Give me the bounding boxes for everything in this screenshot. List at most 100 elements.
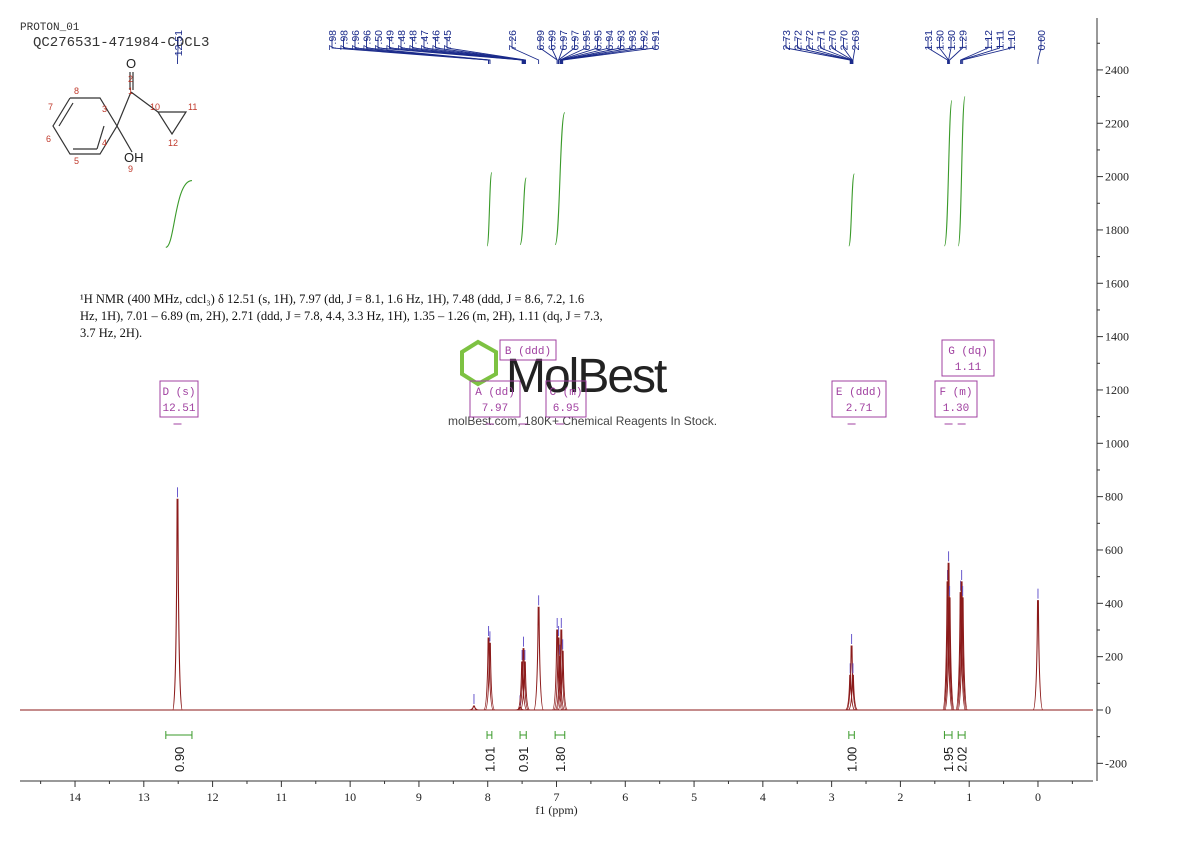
spectrum-peak bbox=[553, 637, 564, 711]
x-tick-label: 11 bbox=[276, 790, 288, 804]
peak-shift-label: 2.70 bbox=[839, 30, 851, 51]
spectrum-peak bbox=[484, 642, 496, 711]
multiplet-box bbox=[159, 380, 199, 418]
cyclopropyl-ring bbox=[156, 111, 188, 136]
atom-number: 7 bbox=[48, 102, 53, 112]
x-tick-label: 9 bbox=[416, 790, 422, 804]
peak-label-connector bbox=[343, 38, 489, 64]
spectrum-peak bbox=[469, 705, 479, 711]
multiplet-box bbox=[941, 339, 995, 377]
peak-shift-label: 6.97 bbox=[570, 30, 582, 51]
x-tick-label: 2 bbox=[897, 790, 903, 804]
nmr-description-line3: 3.7 Hz, 2H). bbox=[80, 326, 142, 340]
peak-shift-label: 7.47 bbox=[419, 30, 431, 51]
spectrum-peak bbox=[957, 597, 969, 711]
spectrum-peak bbox=[172, 498, 183, 711]
y-tick-label: 1200 bbox=[1105, 383, 1129, 397]
peak-shift-label: 2.71 bbox=[816, 30, 828, 51]
ketone-bond bbox=[116, 91, 132, 127]
spectrum-peak bbox=[555, 629, 567, 711]
atom-number: 8 bbox=[74, 86, 79, 96]
spectrum-peak bbox=[847, 674, 859, 711]
integral-value: 1.00 bbox=[845, 747, 860, 772]
peak-shift-label: 12.51 bbox=[173, 30, 185, 56]
multiplet-label: F (m) bbox=[939, 387, 972, 399]
integral-value: 0.91 bbox=[516, 747, 531, 772]
multiplet-shift: 1.11 bbox=[955, 362, 982, 374]
spectrum-peak bbox=[554, 656, 566, 711]
peak-label-connector bbox=[961, 38, 1000, 64]
peak-shift-label: 2.70 bbox=[827, 30, 839, 51]
peak-shift-label: 7.98 bbox=[339, 30, 351, 51]
peak-shift-label: 6.91 bbox=[650, 30, 662, 51]
multiplet-box bbox=[934, 380, 978, 418]
peak-label-connector bbox=[446, 38, 526, 64]
peak-shift-label: 6.97 bbox=[558, 30, 570, 51]
hydroxyl-label: OH bbox=[124, 150, 144, 165]
atom-number: 3 bbox=[102, 104, 107, 114]
spectrum-peak bbox=[483, 637, 494, 711]
watermark-brand: MolBest bbox=[506, 350, 667, 403]
peak-shift-label: 7.49 bbox=[385, 30, 397, 51]
x-tick-label: 12 bbox=[207, 790, 219, 804]
y-tick-label: -200 bbox=[1105, 756, 1127, 770]
spectrum-peak bbox=[557, 650, 569, 711]
peak-shift-label: 1.29 bbox=[958, 30, 970, 51]
integral-value: 2.02 bbox=[955, 747, 970, 772]
peak-label-connector bbox=[962, 38, 1012, 64]
hydroxyl-bond bbox=[116, 125, 133, 153]
atom-number: 4 bbox=[102, 138, 107, 148]
ring-double-bond-1 bbox=[58, 102, 74, 127]
x-tick-label: 0 bbox=[1035, 790, 1041, 804]
atom-number: 6 bbox=[46, 134, 51, 144]
integral-curve bbox=[554, 112, 566, 246]
integral-curve bbox=[519, 177, 527, 246]
peak-label-connector bbox=[785, 38, 851, 64]
spectrum-peak bbox=[518, 648, 529, 711]
atom-number: 5 bbox=[74, 156, 79, 166]
peak-label-connector bbox=[808, 38, 852, 64]
integral-curve bbox=[848, 173, 855, 247]
spectrum-peak bbox=[846, 645, 857, 711]
nmr-description-line2: Hz, 1H), 7.01 – 6.89 (m, 2H), 2.71 (ddd,… bbox=[80, 309, 603, 323]
y-tick-label: 2400 bbox=[1105, 63, 1129, 77]
integral-curve bbox=[943, 100, 953, 247]
multiplet-box bbox=[545, 380, 587, 418]
y-tick-label: 1600 bbox=[1105, 276, 1129, 290]
y-tick-label: 1400 bbox=[1105, 330, 1129, 344]
multiplet-label: A (dd) bbox=[475, 387, 515, 399]
peak-label-connector bbox=[423, 38, 525, 64]
multiplet-label: E (ddd) bbox=[836, 387, 882, 399]
integral-value: 1.80 bbox=[553, 747, 568, 772]
spectrum-peak bbox=[956, 581, 967, 711]
peak-label-connector bbox=[511, 38, 540, 64]
peak-label-connector bbox=[561, 38, 644, 64]
x-tick-label: 6 bbox=[622, 790, 628, 804]
oxygen-label: O bbox=[126, 56, 136, 71]
peak-label-connector bbox=[562, 38, 656, 64]
peak-label-connector bbox=[820, 38, 853, 64]
peak-label-connector bbox=[927, 38, 948, 64]
peak-label-connector bbox=[948, 38, 952, 64]
peak-shift-label: 6.95 bbox=[581, 30, 593, 51]
benzene-ring bbox=[52, 97, 118, 155]
spectrum-peak bbox=[944, 597, 955, 711]
peak-label-connector bbox=[366, 38, 491, 64]
integral-curve bbox=[957, 96, 966, 247]
x-tick-label: 10 bbox=[344, 790, 356, 804]
multiplet-label: C (m) bbox=[549, 387, 582, 399]
peak-shift-label: 7.46 bbox=[431, 30, 443, 51]
multiplet-label: B (ddd) bbox=[505, 346, 551, 358]
spectrum-peak bbox=[533, 606, 544, 711]
x-tick-label: 13 bbox=[138, 790, 150, 804]
integral-value: 1.95 bbox=[941, 747, 956, 772]
peak-shift-label: 2.73 bbox=[781, 30, 793, 51]
multiplet-shift: 7.97 bbox=[482, 403, 508, 415]
x-tick-label: 14 bbox=[69, 790, 81, 804]
watermark-tagline: molBest.com, 180K+ Chemical Reagents In … bbox=[448, 414, 717, 428]
y-tick-label: 200 bbox=[1105, 650, 1123, 664]
integral-value: 0.90 bbox=[172, 747, 187, 772]
peak-shift-label: 7.48 bbox=[396, 30, 408, 51]
peak-shift-label: 7.50 bbox=[373, 30, 385, 51]
peak-label-connector bbox=[560, 38, 610, 64]
